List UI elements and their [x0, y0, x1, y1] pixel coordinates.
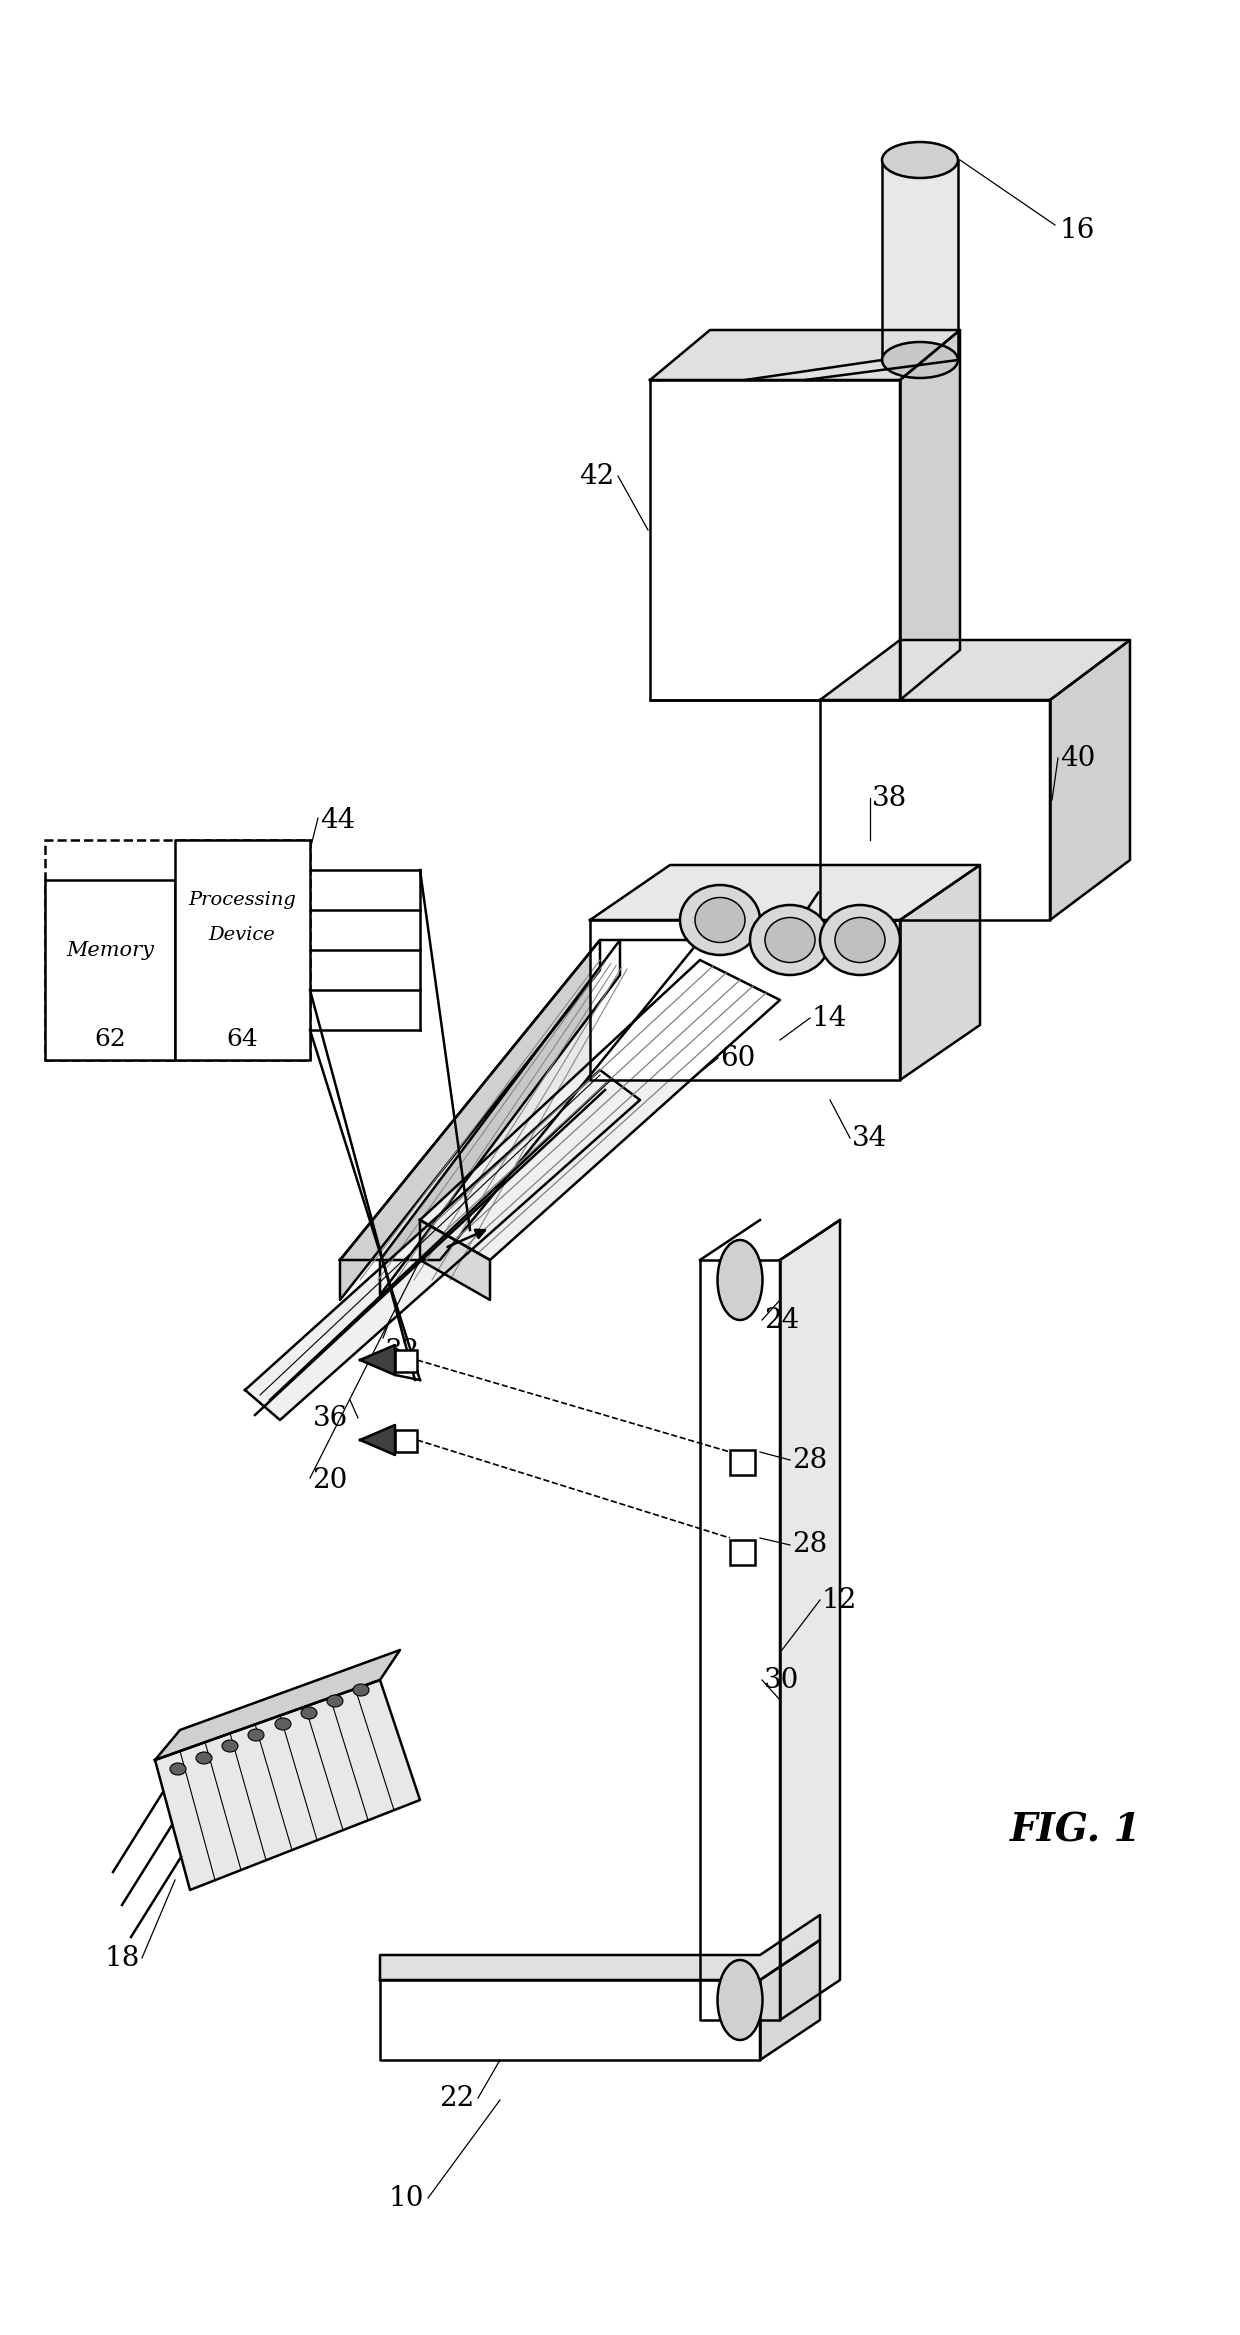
- Text: 28: 28: [792, 1445, 827, 1473]
- Ellipse shape: [170, 1763, 186, 1775]
- Text: 40: 40: [1060, 745, 1095, 771]
- Polygon shape: [155, 1651, 401, 1761]
- Text: FIG. 1: FIG. 1: [1011, 1812, 1142, 1849]
- Text: 18: 18: [104, 1945, 140, 1971]
- Polygon shape: [780, 1219, 839, 2020]
- Text: 16: 16: [1060, 217, 1095, 243]
- Polygon shape: [820, 640, 1130, 700]
- Polygon shape: [246, 1069, 640, 1420]
- Text: 36: 36: [312, 1403, 348, 1431]
- Polygon shape: [379, 1915, 820, 1980]
- Polygon shape: [820, 700, 1050, 920]
- Polygon shape: [360, 1424, 396, 1455]
- Text: 42: 42: [579, 462, 614, 490]
- Ellipse shape: [750, 906, 830, 976]
- Polygon shape: [379, 941, 620, 1296]
- Text: Device: Device: [208, 927, 275, 943]
- Bar: [396, 1350, 417, 1373]
- Text: 20: 20: [312, 1466, 347, 1494]
- Ellipse shape: [718, 1959, 763, 2041]
- Polygon shape: [650, 381, 900, 700]
- Ellipse shape: [196, 1751, 212, 1763]
- Ellipse shape: [353, 1684, 370, 1695]
- Polygon shape: [882, 161, 959, 360]
- Polygon shape: [900, 329, 960, 700]
- Ellipse shape: [680, 885, 760, 955]
- Bar: [730, 1541, 755, 1564]
- Ellipse shape: [835, 918, 885, 962]
- Text: 38: 38: [872, 785, 908, 813]
- Ellipse shape: [327, 1695, 343, 1707]
- Text: Processing: Processing: [188, 892, 296, 908]
- Ellipse shape: [694, 897, 745, 943]
- Polygon shape: [379, 1980, 760, 2059]
- Polygon shape: [420, 960, 780, 1261]
- Text: 44: 44: [320, 806, 355, 834]
- Text: 10: 10: [388, 2186, 424, 2211]
- Polygon shape: [701, 1261, 780, 2020]
- Bar: [396, 1429, 417, 1452]
- Text: 24: 24: [764, 1308, 800, 1333]
- Ellipse shape: [765, 918, 815, 962]
- Text: 32: 32: [384, 1338, 420, 1366]
- Polygon shape: [760, 1940, 820, 2059]
- Text: 34: 34: [852, 1125, 888, 1151]
- Polygon shape: [590, 864, 980, 920]
- Text: 22: 22: [439, 2085, 474, 2111]
- Polygon shape: [420, 1219, 490, 1301]
- Text: 60: 60: [720, 1044, 755, 1072]
- Polygon shape: [1050, 640, 1130, 920]
- Text: 28: 28: [792, 1532, 827, 1557]
- Polygon shape: [340, 941, 701, 1261]
- Polygon shape: [340, 941, 600, 1301]
- Ellipse shape: [882, 341, 959, 378]
- Ellipse shape: [882, 142, 959, 177]
- Bar: [730, 1450, 755, 1476]
- Text: 62: 62: [94, 1027, 126, 1051]
- Ellipse shape: [301, 1707, 317, 1719]
- Ellipse shape: [820, 906, 900, 976]
- Ellipse shape: [275, 1719, 291, 1730]
- Text: 12: 12: [822, 1585, 857, 1613]
- Polygon shape: [155, 1679, 420, 1889]
- Ellipse shape: [718, 1240, 763, 1319]
- Text: 30: 30: [764, 1667, 800, 1693]
- Text: 14: 14: [812, 1004, 847, 1032]
- Bar: [45, 841, 310, 1060]
- Text: 64: 64: [226, 1027, 258, 1051]
- Bar: [45, 880, 175, 1060]
- Polygon shape: [900, 864, 980, 1081]
- Text: Memory: Memory: [66, 941, 154, 960]
- Polygon shape: [650, 329, 960, 381]
- Polygon shape: [590, 920, 900, 1081]
- Ellipse shape: [248, 1728, 264, 1742]
- Bar: [175, 841, 310, 1060]
- Polygon shape: [360, 1345, 396, 1375]
- Ellipse shape: [222, 1740, 238, 1751]
